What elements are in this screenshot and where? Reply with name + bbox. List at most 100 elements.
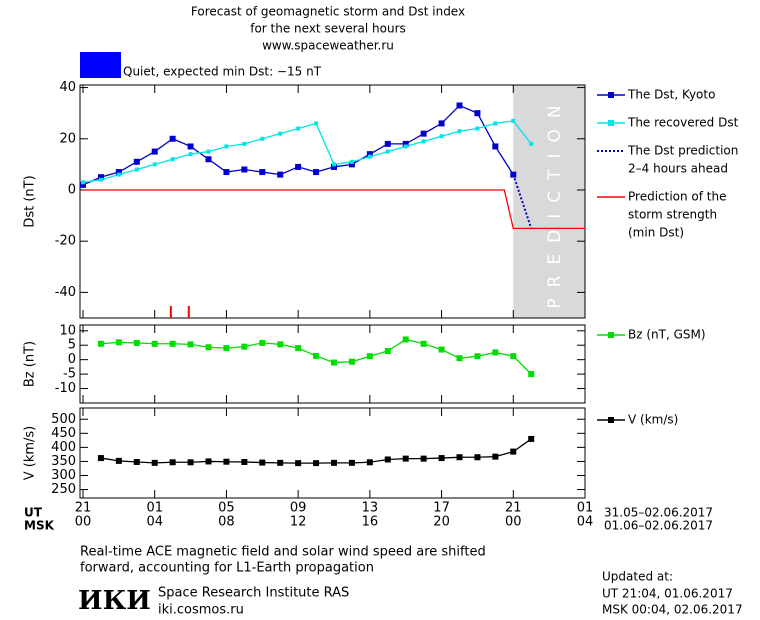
series-line: [512, 174, 533, 229]
x-tick-label: 17: [433, 501, 450, 516]
point: [313, 169, 320, 176]
point: [438, 455, 445, 462]
point: [152, 162, 157, 167]
point: [348, 358, 355, 365]
status-text: Quiet, expected min Dst: −15 nT: [123, 65, 322, 79]
point: [348, 459, 355, 466]
point: [260, 136, 265, 141]
ut-label: UT: [24, 506, 43, 520]
x-tick-label: 09: [290, 501, 307, 516]
point: [277, 341, 284, 348]
x-tick-label: 16: [362, 515, 379, 530]
series-line: [82, 120, 532, 183]
point: [277, 171, 284, 178]
x-tick-label: 01: [146, 501, 163, 516]
point: [367, 154, 372, 159]
point: [457, 129, 462, 134]
y-axis-label: V (km/s): [23, 426, 38, 481]
x-tick-label: 04: [577, 515, 594, 530]
point: [384, 456, 391, 463]
legend-label: V (km/s): [628, 413, 678, 427]
site: iki.cosmos.ru: [158, 603, 244, 618]
y-tick-label: 40: [59, 80, 76, 95]
point: [456, 102, 463, 109]
updated: Updated at:: [602, 570, 673, 584]
point: [169, 459, 176, 466]
point: [528, 435, 535, 442]
point: [385, 149, 390, 154]
point: [402, 336, 409, 343]
point: [188, 152, 193, 157]
legend-label: The Dst, Kyoto: [627, 88, 715, 102]
point: [169, 340, 176, 347]
point: [492, 143, 499, 150]
point: [295, 345, 302, 352]
point: [528, 371, 535, 378]
point: [492, 349, 499, 356]
point: [492, 453, 499, 460]
legend-marker: [608, 120, 614, 126]
point: [205, 458, 212, 465]
title-line: www.spaceweather.ru: [262, 39, 394, 53]
point: [205, 344, 212, 351]
y-tick-label: -10: [55, 381, 76, 396]
point: [510, 353, 517, 360]
point: [475, 126, 480, 131]
point: [439, 134, 444, 139]
point: [474, 353, 481, 360]
point: [259, 169, 266, 176]
point: [366, 353, 373, 360]
point: [223, 169, 230, 176]
point: [241, 166, 248, 173]
point: [97, 340, 104, 347]
point: [314, 121, 319, 126]
title-line: for the next several hours: [250, 22, 406, 36]
series-line: [100, 438, 532, 464]
point: [187, 341, 194, 348]
prediction-band: [513, 85, 585, 318]
y-tick-label: 0: [68, 182, 76, 197]
point: [133, 158, 140, 165]
point: [420, 455, 427, 462]
point: [205, 156, 212, 163]
y-tick-label: -20: [55, 234, 76, 249]
point: [133, 459, 140, 465]
point: [313, 352, 320, 359]
point: [456, 454, 463, 461]
point: [241, 459, 248, 465]
ut-range: 31.05–02.06.2017: [604, 506, 713, 520]
legend-label: Bz (nT, GSM): [628, 328, 706, 342]
point: [296, 126, 301, 131]
legend-label: storm strength: [628, 208, 717, 222]
point: [474, 110, 481, 117]
legend-label: The Dst prediction: [627, 144, 738, 158]
point: [366, 459, 373, 466]
panel-frame: [79, 407, 586, 499]
point: [80, 181, 86, 188]
point: [134, 167, 139, 172]
y-tick-label: 10: [59, 323, 76, 338]
x-tick-label: 01: [577, 501, 594, 516]
prediction-label: PREDICTION: [545, 94, 565, 308]
x-tick-label: 20: [433, 515, 450, 530]
point: [259, 459, 266, 466]
x-tick-label: 05: [218, 501, 235, 516]
y-tick-label: 5: [68, 338, 76, 353]
updated: MSK 00:04, 02.06.2017: [602, 603, 743, 617]
point: [420, 340, 427, 347]
y-tick-label: -40: [55, 285, 76, 300]
y-tick-label: 250: [51, 482, 76, 497]
point: [313, 460, 320, 467]
point: [223, 345, 230, 352]
y-tick-label: 350: [51, 454, 76, 469]
point: [151, 148, 158, 155]
point: [510, 448, 517, 455]
y-tick-label: 0: [68, 352, 76, 367]
point: [169, 135, 176, 142]
legend-label: The recovered Dst: [627, 116, 739, 130]
point: [151, 459, 158, 466]
institute: Space Research Institute RAS: [158, 586, 349, 601]
y-tick-label: 300: [51, 468, 76, 483]
series-line: [83, 189, 585, 230]
point: [349, 159, 354, 164]
